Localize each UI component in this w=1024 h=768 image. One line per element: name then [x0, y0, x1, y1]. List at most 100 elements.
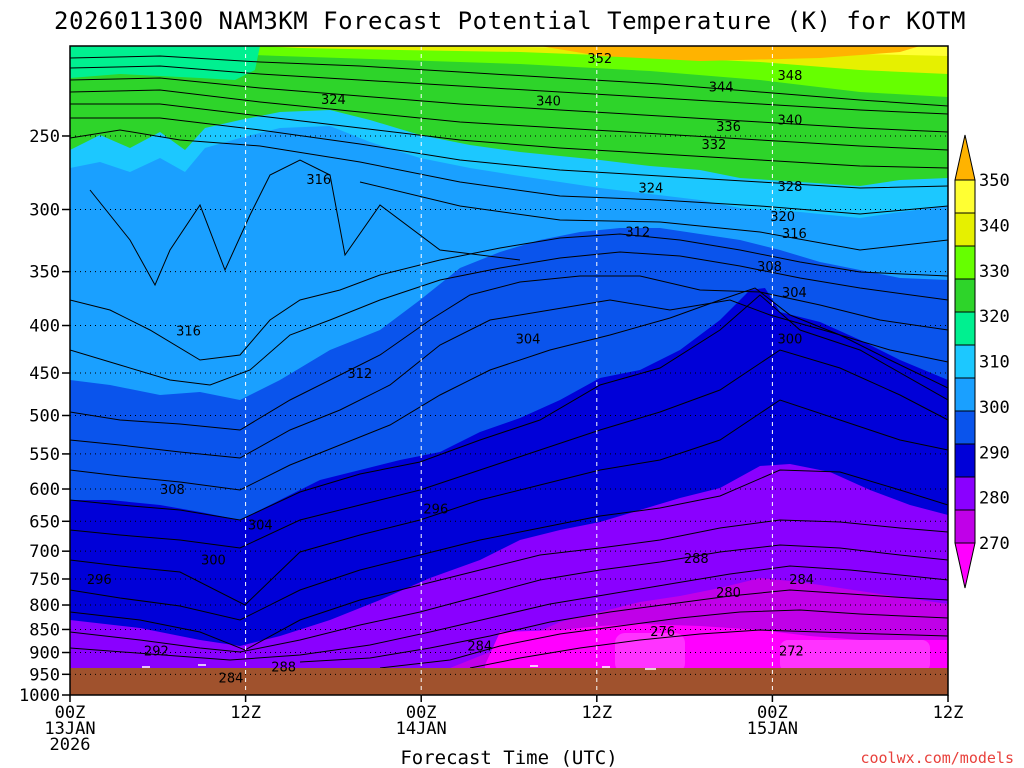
- x-tick-label: 00Z: [406, 703, 437, 723]
- x-tick-label: 15JAN: [747, 719, 798, 739]
- band-355-360: [540, 46, 920, 61]
- colorbar-swatch: [954, 278, 976, 313]
- contour-line: [70, 251, 948, 386]
- y-tick-label: 250: [29, 127, 60, 147]
- y-tick-label: 1000: [19, 686, 60, 706]
- colorbar-swatch: [954, 311, 976, 346]
- contour-label: 280: [716, 586, 741, 601]
- contour-line: [70, 275, 948, 431]
- y-tick-label: 700: [29, 542, 60, 562]
- ground-marks: [142, 664, 656, 670]
- y-tick-label: 850: [29, 620, 60, 640]
- contour-line: [70, 77, 948, 133]
- colorbar-label: 330: [979, 262, 1010, 282]
- contour-label: 304: [248, 518, 273, 533]
- x-tick-label: 00Z: [757, 703, 788, 723]
- contour-label: 300: [201, 554, 226, 569]
- contour-label: 312: [625, 226, 650, 241]
- x-tick-label: 14JAN: [396, 719, 447, 739]
- contour-label: 324: [321, 93, 346, 108]
- contour-line: [70, 65, 948, 115]
- contour-label: 272: [779, 644, 804, 659]
- plot-frame: [69, 45, 949, 696]
- contour-label: 332: [701, 138, 726, 153]
- contour-line: [70, 89, 948, 151]
- contour-label: 316: [306, 173, 331, 188]
- contour-line: [299, 589, 948, 663]
- colorbar-swatch: [954, 476, 976, 511]
- contour-line: [70, 469, 948, 621]
- y-tick-label: 350: [29, 263, 60, 283]
- contour-label: 304: [782, 286, 807, 301]
- x-tick-label: 13JAN: [44, 719, 95, 739]
- contour-line: [70, 349, 948, 549]
- x-tick-label: 00Z: [55, 703, 86, 723]
- contour-label: 316: [782, 227, 807, 242]
- colorbar-bottom-arrow: [954, 542, 976, 589]
- x-tick-label: 12Z: [230, 703, 261, 723]
- x-tick-label: 12Z: [933, 703, 964, 723]
- x-axis-title: Forecast Time (UTC): [400, 747, 617, 768]
- contour-label: 288: [271, 661, 296, 676]
- x-tick-label: 12Z: [581, 703, 612, 723]
- contour-labels: 352 348 344 340 340 336 332 324 328 324 316 320 316 3…: [87, 52, 814, 686]
- contour-label: 320: [770, 210, 795, 225]
- colorbar-swatch: [954, 443, 976, 478]
- contour-line: [359, 181, 948, 251]
- contour-label: 336: [716, 120, 741, 135]
- contour-line: [70, 55, 948, 107]
- contour-label: 296: [87, 573, 112, 588]
- contour-label: 300: [778, 332, 803, 347]
- colorbar-label: 270: [979, 534, 1010, 554]
- y-tick-label: 650: [29, 512, 60, 532]
- contour-label: 284: [467, 640, 492, 655]
- contour-label: 340: [536, 95, 561, 110]
- y-tick-label: 800: [29, 596, 60, 616]
- contour-label: 308: [757, 260, 782, 275]
- contour-line: [70, 565, 948, 661]
- y-tick-label: 500: [29, 406, 60, 426]
- contour-label: 316: [176, 325, 201, 340]
- y-tick-label: 450: [29, 364, 60, 384]
- y-tick-label: 300: [29, 201, 60, 221]
- colorbar-swatch: [954, 344, 976, 379]
- colorbar-swatch: [954, 377, 976, 412]
- source-credit: coolwx.com/models: [860, 749, 1014, 767]
- y-axis: 250 300 350 400 450 500 550 600 650 700 750 800 850 9…: [19, 127, 70, 706]
- colorbar-top-arrow: [954, 134, 976, 181]
- colorbar-label: 340: [979, 216, 1010, 236]
- y-tick-label: 950: [29, 665, 60, 685]
- contour-line: [70, 129, 948, 215]
- plot-area: [70, 46, 948, 695]
- contour-label: 348: [778, 69, 803, 84]
- contour-label: 340: [778, 114, 803, 129]
- band-325-330: [70, 46, 260, 80]
- colorbar-label: 290: [979, 443, 1010, 463]
- chart-title: 2026011300 NAM3KM Forecast Potential Tem…: [54, 7, 966, 35]
- contour-label: 308: [160, 483, 185, 498]
- contour-label: 304: [516, 332, 541, 347]
- colorbar-swatch: [954, 179, 976, 214]
- y-tick-label: 550: [29, 445, 60, 465]
- contour-line: [70, 399, 948, 606]
- colorbar-swatch: [954, 245, 976, 280]
- ground-terrain: [70, 668, 948, 695]
- contour-label: 324: [639, 181, 664, 196]
- contour-label: 292: [144, 644, 169, 659]
- y-tick-label: 400: [29, 317, 60, 337]
- colorbar-label: 350: [979, 171, 1010, 191]
- contour-line: [70, 233, 948, 361]
- contour-label: 284: [219, 671, 244, 686]
- contour-lines: [70, 55, 948, 669]
- colorbar-label: 320: [979, 307, 1010, 327]
- contour-label: 344: [709, 80, 734, 95]
- contour-line: [70, 294, 948, 521]
- colorbar: 270 280 290 300 310 320 330 340 350: [954, 134, 1010, 589]
- colorbar-swatch: [954, 509, 976, 544]
- colorbar-label: 280: [979, 489, 1010, 509]
- contour-label: 284: [789, 573, 814, 588]
- contour-label: 328: [778, 180, 803, 195]
- contour-line: [89, 159, 521, 287]
